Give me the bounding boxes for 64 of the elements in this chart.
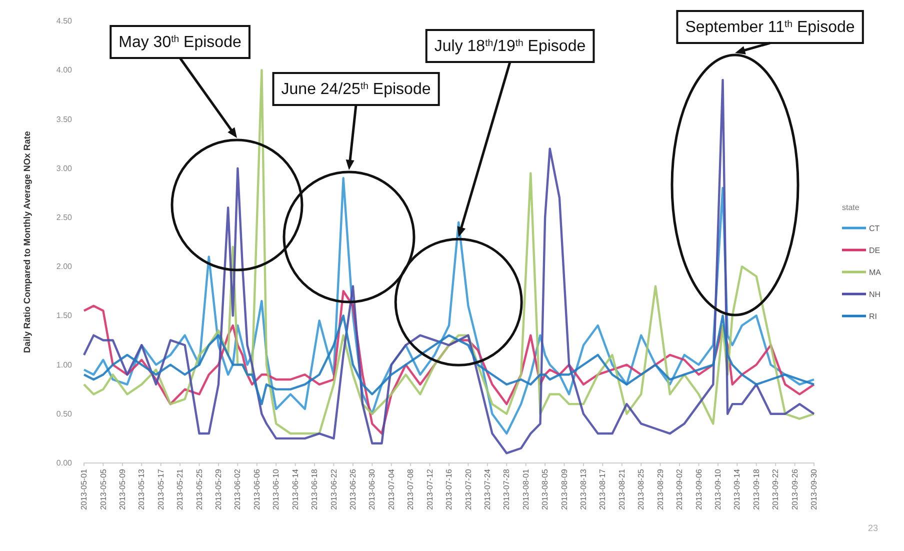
x-tick-label: 2013-06-06 xyxy=(252,468,262,510)
legend-label: RI xyxy=(869,312,877,321)
x-tick-label: 2013-07-12 xyxy=(425,468,434,510)
y-tick-label: 0.00 xyxy=(56,458,73,468)
legend-label: NH xyxy=(869,290,881,299)
x-tick-label: 2013-09-18 xyxy=(752,468,761,510)
x-tick-label: 2013-09-06 xyxy=(694,468,704,510)
x-tick-label: 2013-05-01 xyxy=(80,468,89,510)
annotation: September 11$^{th}$ Episode xyxy=(685,18,855,36)
legend-label: CT xyxy=(869,224,880,233)
annotation: June 24/25$^{th}$ Episode xyxy=(281,80,431,98)
x-tick-label: 2013-08-01 xyxy=(521,468,530,510)
text: 23 xyxy=(868,523,878,533)
x-tick-label: 2013-07-28 xyxy=(502,468,512,510)
x-tick-label: 2013-09-02 xyxy=(675,468,684,510)
x-tick-label: 2013-08-21 xyxy=(617,468,626,510)
x-tick-label: 2013-05-05 xyxy=(98,468,108,510)
x-tick-label: 2013-08-17 xyxy=(598,468,608,510)
line-series xyxy=(82,290,816,435)
y-tick-label: 2.00 xyxy=(56,262,73,272)
y-tick-label: 4.50 xyxy=(56,16,73,26)
x-tick-label: 2013-05-13 xyxy=(137,468,146,510)
x-tick-label: 2013-08-09 xyxy=(560,468,569,510)
x-tick-label: 2013-08-25 xyxy=(636,468,646,510)
x-tick-label: 2013-09-30 xyxy=(810,468,819,510)
line-series xyxy=(82,177,816,435)
x-tick-label: 2013-09-10 xyxy=(714,468,723,510)
x-tick-label: 2013-06-30 xyxy=(368,468,377,510)
x-tick-label: 2013-06-26 xyxy=(348,468,358,510)
x-tick-label: 2013-07-20 xyxy=(464,468,473,510)
y-tick-label: 3.00 xyxy=(56,164,73,173)
x-tick-label: 2013-08-05 xyxy=(540,468,550,510)
y-tick-label: 4.00 xyxy=(56,66,73,75)
y-axis-title: Daily Ratio Compared to Monthly Average NOx Rate xyxy=(22,131,32,353)
y-tick-label: 1.00 xyxy=(56,360,73,370)
legend-title: state xyxy=(842,203,860,212)
x-tick-label: 2013-06-02 xyxy=(233,468,242,510)
y-tick-label: 2.50 xyxy=(56,213,73,222)
x-tick-label: 2013-07-08 xyxy=(406,468,416,510)
x-tick-label: 2013-07-24 xyxy=(482,468,492,510)
annotation: May 30$^{th}$ Episode xyxy=(118,34,242,51)
x-tick-label: 2013-09-14 xyxy=(732,468,742,510)
y-tick-label: 3.50 xyxy=(56,114,73,124)
x-tick-label: 2013-05-17 xyxy=(156,468,166,510)
y-tick-label: 1.50 xyxy=(56,311,73,320)
x-tick-label: 2013-07-04 xyxy=(386,468,396,510)
x-tick-label: 2013-06-10 xyxy=(272,468,281,510)
line-series xyxy=(82,314,816,406)
x-tick-label: 2013-09-22 xyxy=(771,468,780,510)
x-tick-label: 2013-07-16 xyxy=(444,468,454,510)
x-tick-label: 2013-06-18 xyxy=(310,468,320,510)
x-tick-label: 2013-08-29 xyxy=(656,468,665,510)
x-tick-label: 2013-08-13 xyxy=(579,468,588,510)
x-tick-label: 2013-06-14 xyxy=(290,468,300,510)
x-tick-label: 2013-05-09 xyxy=(118,468,127,510)
annotation: July 18$^{th}$/19$^{th}$ Episode xyxy=(434,38,586,55)
legend-label: DE xyxy=(869,246,880,255)
x-tick-label: 2013-05-21 xyxy=(176,468,185,510)
x-tick-label: 2013-06-22 xyxy=(329,468,338,510)
x-tick-label: 2013-05-29 xyxy=(214,468,224,510)
x-tick-label: 2013-05-25 xyxy=(194,468,204,510)
x-tick-label: 2013-09-26 xyxy=(790,468,800,510)
y-tick-label: 0.50 xyxy=(56,409,73,418)
legend-label: MA xyxy=(869,268,882,277)
